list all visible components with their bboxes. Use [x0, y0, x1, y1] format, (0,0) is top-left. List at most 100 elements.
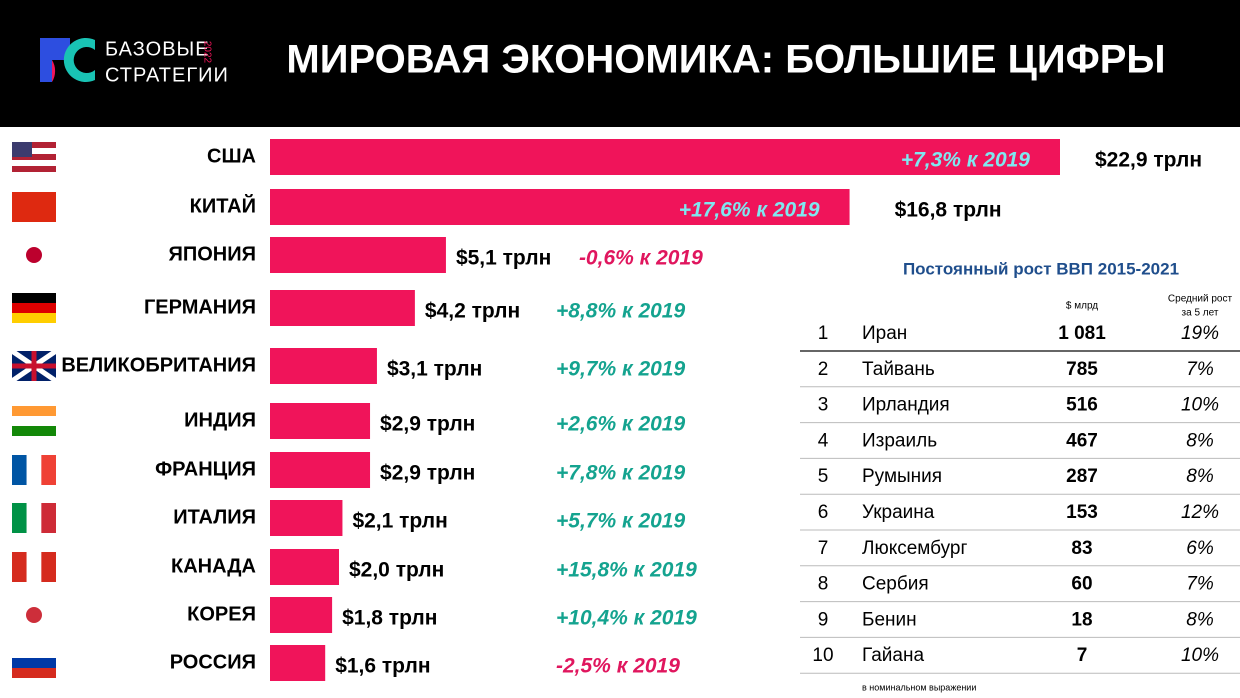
- flag-stripe: [26, 455, 42, 485]
- cell: Бенин: [862, 609, 917, 630]
- cell: 1 081: [1058, 323, 1106, 344]
- cell: 10: [812, 645, 833, 666]
- flag-stripe: [12, 503, 27, 533]
- flag: [12, 240, 56, 270]
- cell: Израиль: [862, 430, 937, 451]
- flag-stripe: [41, 503, 56, 533]
- flag-stripe: [12, 142, 56, 148]
- cell: 8: [818, 574, 829, 595]
- flag: [12, 142, 56, 172]
- flag-cross: [12, 351, 56, 381]
- value-label: $5,1 трлн: [456, 247, 551, 270]
- category-label: КИТАЙ: [190, 193, 256, 217]
- bar: [270, 645, 326, 681]
- flag-stripe: [41, 552, 56, 582]
- value-label: $22,9 трлн: [1095, 149, 1202, 172]
- flag-disc: [26, 607, 42, 623]
- growth-label: +17,6% к 2019: [679, 199, 820, 222]
- growth-label: +15,8% к 2019: [556, 559, 697, 582]
- cell: 7%: [1186, 359, 1214, 380]
- cell: Сербия: [862, 574, 929, 595]
- table: 1 Иран 1 081 19%2 Тайвань 785 7%3 Ирландия 516 10…: [800, 323, 1240, 674]
- logo-text: БАЗОВЫЕ: [105, 38, 210, 60]
- bar: [270, 348, 377, 384]
- cell: 6%: [1186, 538, 1214, 559]
- flag: [12, 455, 56, 485]
- flag-canton: [12, 142, 32, 157]
- growth-label: +8,8% к 2019: [556, 300, 685, 323]
- cell: 8%: [1186, 466, 1214, 487]
- flag-stripe: [12, 313, 56, 323]
- flag-stripe: [12, 416, 56, 426]
- bar: [270, 452, 371, 488]
- cell: 6: [818, 502, 829, 523]
- logo-mark: [40, 38, 95, 82]
- cell: Люксембург: [862, 538, 967, 559]
- cell: 10%: [1181, 395, 1219, 416]
- cell: 516: [1066, 395, 1098, 416]
- column-header: $ млрд: [1066, 301, 1098, 312]
- bar: [270, 549, 339, 585]
- cell: 7: [818, 538, 829, 559]
- bar: [270, 290, 415, 326]
- cell: 60: [1071, 574, 1092, 595]
- cell: 18: [1071, 609, 1092, 630]
- bar: [270, 500, 343, 536]
- flag-stripe: [12, 552, 27, 582]
- flag-stripe: [12, 406, 56, 416]
- growth-label: -0,6% к 2019: [579, 247, 703, 270]
- logo-text: СТРАТЕГИИ: [105, 64, 229, 86]
- growth-label: +9,7% к 2019: [556, 358, 685, 381]
- cell: 9: [818, 609, 829, 630]
- cell: Ирландия: [862, 395, 950, 416]
- growth-label: +10,4% к 2019: [556, 607, 697, 630]
- cell: 5: [818, 466, 829, 487]
- category-label: ИНДИЯ: [184, 409, 256, 431]
- flag-stripe: [12, 455, 27, 485]
- flag: [10, 348, 58, 384]
- cell: 3: [818, 395, 829, 416]
- cell: 19%: [1181, 323, 1219, 344]
- cell: Иран: [862, 323, 907, 344]
- value-label: $16,8 трлн: [895, 199, 1002, 222]
- flag-stripe: [12, 148, 56, 154]
- cell: 287: [1066, 466, 1098, 487]
- value-label: $2,9 трлн: [380, 462, 475, 485]
- flag: [12, 503, 56, 533]
- table-title: Постоянный рост ВВП 2015-2021: [903, 259, 1179, 278]
- cell: 467: [1066, 430, 1098, 451]
- growth-label: +5,7% к 2019: [556, 510, 685, 533]
- flag: [12, 600, 56, 630]
- cell: 12%: [1181, 502, 1219, 523]
- flag: [12, 406, 56, 436]
- flag-stripe: [12, 303, 56, 313]
- bar: [270, 189, 850, 225]
- flag-stripe: [12, 166, 56, 172]
- cell: 785: [1066, 359, 1098, 380]
- cell: Украина: [862, 502, 935, 523]
- category-label: ФРАНЦИЯ: [155, 458, 256, 480]
- header-bg: [0, 0, 1240, 127]
- cell: 8%: [1186, 430, 1214, 451]
- cell: 7%: [1186, 574, 1214, 595]
- category-label: КАНАДА: [171, 555, 256, 577]
- growth-label: +7,8% к 2019: [556, 462, 685, 485]
- category-label: ГЕРМАНИЯ: [144, 296, 256, 318]
- value-label: $1,8 трлн: [342, 607, 437, 630]
- flag: [12, 552, 56, 582]
- cell: Тайвань: [862, 359, 935, 380]
- table-note: в номинальном выражении: [862, 682, 976, 692]
- flag-disc: [26, 247, 42, 263]
- bar: [270, 403, 371, 439]
- flag-stripe: [12, 658, 56, 668]
- title: МИРОВАЯ ЭКОНОМИКА: БОЛЬШИЕ ЦИФРЫ: [286, 38, 1165, 82]
- bar: [270, 597, 333, 633]
- flag-stripe: [12, 192, 56, 222]
- flag: [12, 192, 56, 222]
- bar: [270, 139, 1060, 175]
- bar: [270, 237, 446, 273]
- cell: 8%: [1186, 609, 1214, 630]
- category-label: ЯПОНИЯ: [169, 243, 257, 265]
